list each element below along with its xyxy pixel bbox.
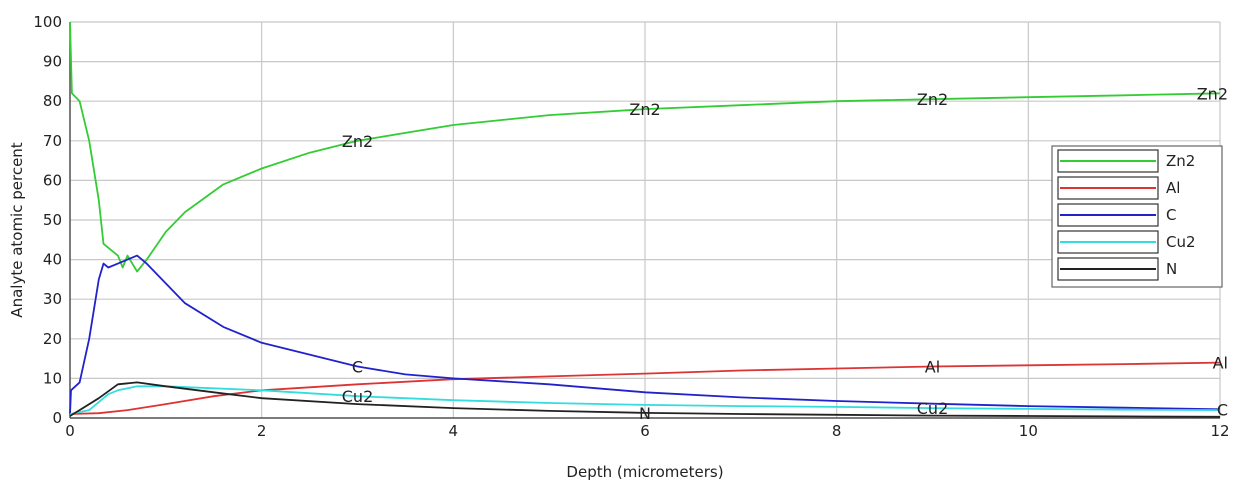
y-tick-label: 50 <box>43 211 62 229</box>
series-label-zn2: Zn2 <box>1197 84 1228 103</box>
y-tick-label: 100 <box>33 13 62 31</box>
legend: Zn2 Al C Cu2 N <box>1051 145 1223 288</box>
x-tick-label: 8 <box>832 422 842 440</box>
series-label-c: C <box>352 358 363 377</box>
legend-label-c: C <box>1166 206 1176 224</box>
y-tick-label: 30 <box>43 290 62 308</box>
series-labels: Zn2 Zn2 Zn2 Zn2 Al Al C C Cu2 Cu2 N <box>342 84 1228 423</box>
series-lines <box>69 21 1221 418</box>
series-label-cu2: Cu2 <box>342 387 374 406</box>
y-axis-title: Analyte atomic percent <box>8 142 26 317</box>
series-line-cu2 <box>69 385 1221 415</box>
y-tick-label: 80 <box>43 92 62 110</box>
series-label-cu2: Cu2 <box>917 399 949 418</box>
series-line-zn2 <box>69 21 1221 273</box>
y-tick-label: 70 <box>43 132 62 150</box>
y-tick-label: 60 <box>43 171 62 189</box>
series-label-zn2: Zn2 <box>917 90 948 109</box>
series-label-al: Al <box>925 358 940 377</box>
x-tick-label: 6 <box>640 422 650 440</box>
legend-label-al: Al <box>1166 179 1180 197</box>
series-line-al <box>69 361 1221 415</box>
y-tick-label: 0 <box>52 409 62 427</box>
legend-label-cu2: Cu2 <box>1166 233 1196 251</box>
x-tick-label: 4 <box>449 422 459 440</box>
legend-label-n: N <box>1166 260 1177 278</box>
x-axis-title: Depth (micrometers) <box>566 463 723 481</box>
series-label-n: N <box>639 404 651 423</box>
y-tick-label: 90 <box>43 53 62 71</box>
series-line-n <box>69 381 1221 418</box>
y-tick-label: 10 <box>43 369 62 387</box>
series-label-al: Al <box>1213 354 1228 373</box>
x-tick-label: 2 <box>257 422 267 440</box>
y-tick-label: 40 <box>43 251 62 269</box>
axes: 0 2 4 6 8 10 12 0 10 20 30 40 50 60 70 80 90 100 <box>33 13 1229 440</box>
series-label-c: C <box>1217 400 1228 419</box>
series-line-c <box>69 254 1221 415</box>
x-tick-label: 12 <box>1210 422 1229 440</box>
series-label-zn2: Zn2 <box>629 100 660 119</box>
x-tick-label: 0 <box>65 422 75 440</box>
legend-label-zn2: Zn2 <box>1166 152 1195 170</box>
x-tick-label: 10 <box>1019 422 1038 440</box>
y-tick-label: 20 <box>43 330 62 348</box>
series-label-zn2: Zn2 <box>342 132 373 151</box>
